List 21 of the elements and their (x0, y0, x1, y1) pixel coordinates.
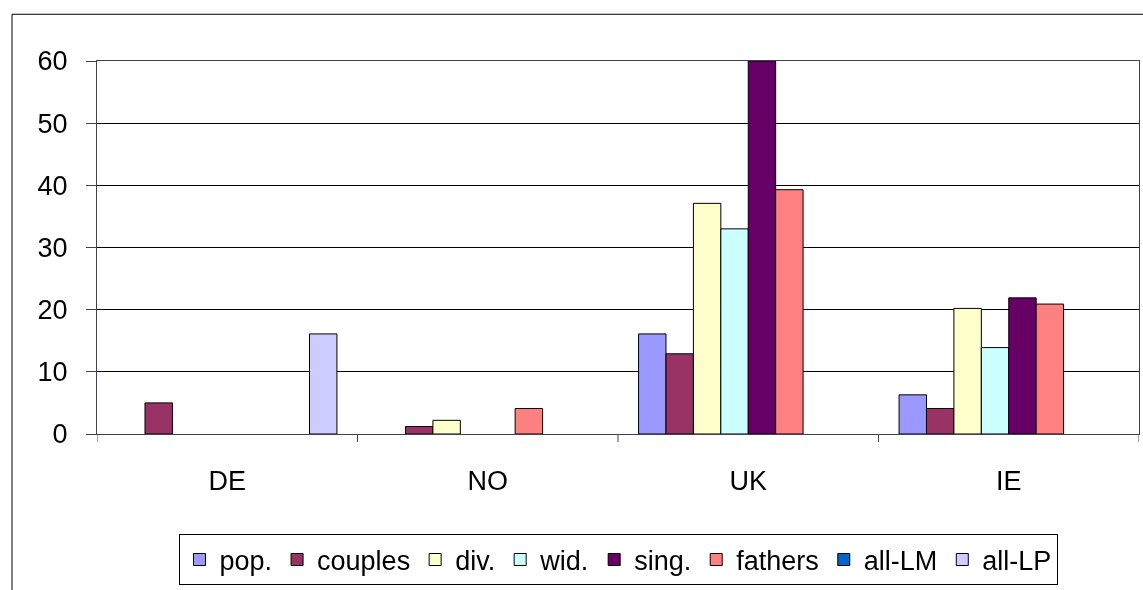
legend-label: all-LM (863, 546, 938, 577)
x-tick-label: IE (995, 466, 1022, 497)
legend-label: wid. (539, 546, 589, 577)
legend-label: sing. (634, 546, 692, 577)
legend-label: pop. (219, 546, 273, 577)
y-tick-label: 30 (37, 232, 68, 263)
x-tick-label: DE (208, 466, 247, 497)
legend-label: couples (317, 546, 411, 577)
y-tick-label: 60 (37, 46, 68, 77)
y-tick-label: 10 (37, 357, 68, 388)
y-tick-label: 50 (37, 108, 68, 139)
y-tick-label: 20 (37, 295, 68, 326)
y-tick-label: 40 (37, 170, 68, 201)
x-tick-label: UK (729, 466, 768, 497)
legend-label: all-LP (982, 546, 1052, 577)
y-tick-label: 0 (52, 419, 68, 450)
x-tick-label: NO (467, 466, 508, 497)
legend-label: div. (455, 546, 496, 577)
bar (144, 402, 173, 434)
legend-label: fathers (736, 546, 819, 577)
bar (514, 408, 544, 434)
